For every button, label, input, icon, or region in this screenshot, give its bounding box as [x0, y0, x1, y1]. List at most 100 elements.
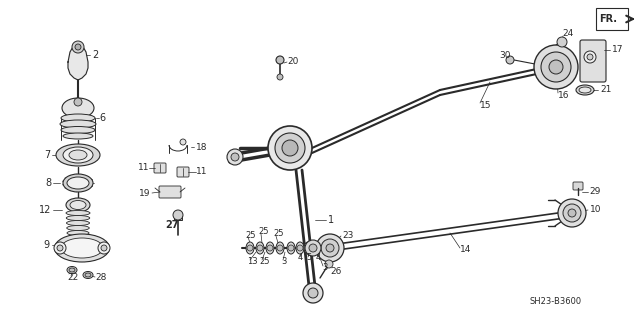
- Circle shape: [276, 56, 284, 64]
- Circle shape: [326, 244, 334, 252]
- Circle shape: [568, 209, 576, 217]
- FancyBboxPatch shape: [174, 214, 182, 220]
- Ellipse shape: [67, 216, 90, 220]
- Text: 19: 19: [138, 189, 150, 197]
- Ellipse shape: [266, 242, 274, 254]
- Text: 23: 23: [342, 231, 353, 240]
- Circle shape: [275, 133, 305, 163]
- Text: 21: 21: [600, 85, 611, 94]
- Circle shape: [534, 45, 578, 89]
- Text: 25: 25: [245, 231, 255, 240]
- Ellipse shape: [246, 242, 254, 254]
- Circle shape: [180, 139, 186, 145]
- Ellipse shape: [56, 144, 100, 166]
- Circle shape: [282, 140, 298, 156]
- Text: 4: 4: [298, 254, 303, 263]
- Circle shape: [247, 245, 253, 251]
- Text: SH23-B3600: SH23-B3600: [530, 298, 582, 307]
- Ellipse shape: [63, 147, 93, 163]
- Circle shape: [308, 288, 318, 298]
- Ellipse shape: [579, 87, 591, 93]
- Text: 11: 11: [196, 167, 207, 176]
- Text: 20: 20: [287, 57, 298, 66]
- Text: 2: 2: [92, 50, 99, 60]
- Text: 13: 13: [247, 257, 258, 266]
- Ellipse shape: [256, 242, 264, 254]
- Text: 29: 29: [589, 188, 600, 197]
- Circle shape: [316, 234, 344, 262]
- Ellipse shape: [61, 127, 95, 133]
- Circle shape: [267, 245, 273, 251]
- Ellipse shape: [66, 211, 90, 216]
- Circle shape: [54, 242, 66, 254]
- Circle shape: [277, 74, 283, 80]
- Text: 28: 28: [95, 273, 106, 283]
- Text: 10: 10: [590, 205, 602, 214]
- Circle shape: [173, 210, 183, 220]
- FancyBboxPatch shape: [580, 40, 606, 82]
- Circle shape: [231, 153, 239, 161]
- Circle shape: [305, 245, 311, 251]
- Text: 7: 7: [44, 150, 50, 160]
- Text: 25: 25: [259, 257, 269, 266]
- Ellipse shape: [311, 242, 319, 254]
- Text: 17: 17: [612, 46, 623, 55]
- Ellipse shape: [67, 226, 89, 231]
- Ellipse shape: [62, 98, 94, 118]
- Text: 11: 11: [138, 164, 149, 173]
- Ellipse shape: [63, 133, 93, 139]
- Ellipse shape: [85, 273, 91, 277]
- Text: 26: 26: [330, 268, 341, 277]
- Ellipse shape: [66, 198, 90, 212]
- Circle shape: [277, 245, 283, 251]
- Ellipse shape: [576, 85, 594, 95]
- Circle shape: [72, 41, 84, 53]
- Ellipse shape: [304, 242, 312, 254]
- Circle shape: [587, 54, 593, 60]
- Circle shape: [541, 52, 571, 82]
- Text: 22: 22: [67, 273, 78, 283]
- Text: 4: 4: [316, 254, 321, 263]
- Text: 25: 25: [258, 227, 269, 236]
- Ellipse shape: [67, 220, 90, 226]
- Circle shape: [74, 98, 82, 106]
- Ellipse shape: [67, 231, 89, 235]
- Text: 14: 14: [460, 246, 472, 255]
- Text: 3: 3: [322, 263, 328, 272]
- Circle shape: [325, 260, 333, 268]
- Text: 8: 8: [45, 178, 51, 188]
- Circle shape: [309, 244, 317, 252]
- FancyBboxPatch shape: [154, 163, 166, 173]
- Text: 5: 5: [306, 254, 311, 263]
- Ellipse shape: [69, 268, 75, 272]
- FancyBboxPatch shape: [596, 8, 628, 30]
- Text: 24: 24: [562, 28, 573, 38]
- FancyBboxPatch shape: [159, 186, 181, 198]
- Circle shape: [227, 149, 243, 165]
- Circle shape: [288, 245, 294, 251]
- Polygon shape: [68, 42, 88, 80]
- Circle shape: [257, 245, 263, 251]
- Ellipse shape: [287, 242, 295, 254]
- Text: 9: 9: [44, 240, 50, 250]
- Text: 3: 3: [281, 257, 286, 266]
- Text: 16: 16: [558, 91, 570, 100]
- Circle shape: [312, 245, 318, 251]
- Ellipse shape: [54, 234, 109, 262]
- Circle shape: [549, 60, 563, 74]
- Ellipse shape: [70, 201, 86, 210]
- Circle shape: [584, 51, 596, 63]
- Ellipse shape: [83, 271, 93, 278]
- Circle shape: [303, 283, 323, 303]
- Text: 18: 18: [196, 143, 207, 152]
- Circle shape: [75, 44, 81, 50]
- Circle shape: [101, 245, 107, 251]
- Circle shape: [563, 204, 581, 222]
- Circle shape: [268, 126, 312, 170]
- FancyBboxPatch shape: [573, 182, 583, 190]
- Text: 30: 30: [499, 50, 511, 60]
- Ellipse shape: [61, 238, 103, 258]
- Circle shape: [57, 245, 63, 251]
- Text: 27: 27: [165, 220, 179, 230]
- Text: 6: 6: [99, 113, 105, 123]
